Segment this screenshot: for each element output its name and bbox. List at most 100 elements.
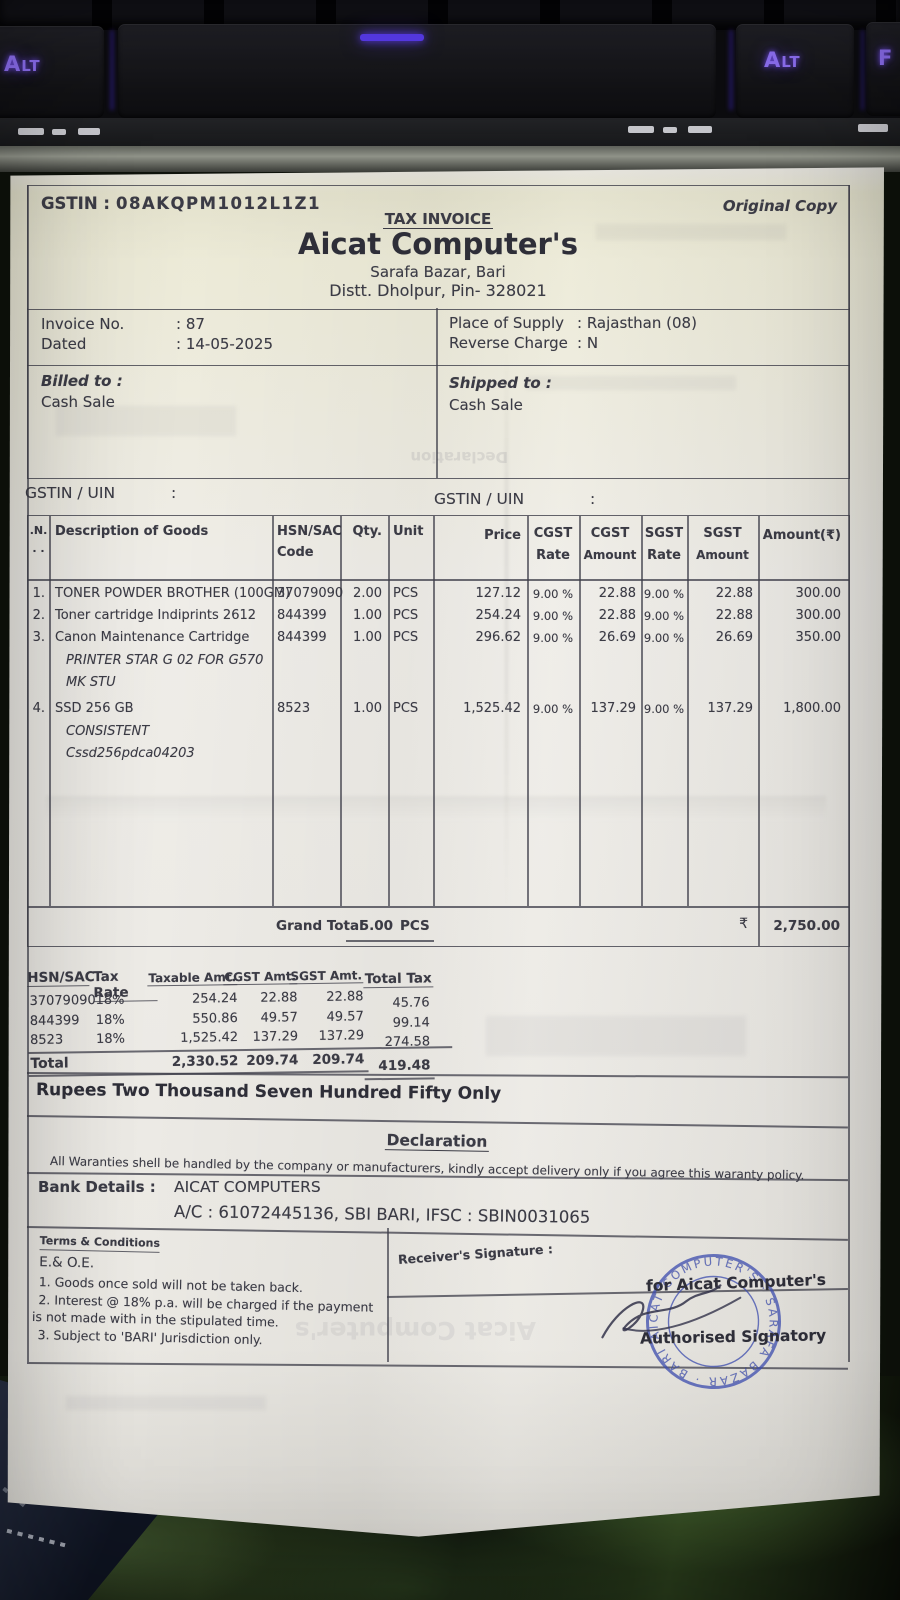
item-sgst-amt: 137.29 [707, 701, 754, 716]
item-unit: PCS [393, 608, 419, 623]
tax-row-rate: 18% [95, 1012, 125, 1029]
billed-to-label: Billed to : [41, 372, 123, 390]
company-name: Aicat Computer's [298, 227, 578, 261]
col-header-unit: Unit [393, 524, 424, 539]
item-amount: 300.00 [795, 608, 842, 623]
item-qty: 1.00 [353, 701, 382, 716]
reflection-glint [52, 129, 66, 135]
col-header-sgst-rate2: Rate [647, 548, 681, 563]
item-cgst-amt: 137.29 [590, 701, 637, 716]
item-sgst-rate: 9.00 % [643, 609, 685, 623]
receiver-signature-label: Receiver's Signature : [397, 1241, 554, 1267]
dated-value: : 14-05-2025 [176, 335, 273, 353]
spacebar-backlight-dash [360, 34, 424, 41]
item-hsn: 37079090 [277, 586, 344, 601]
tax-row-sgst: 22.88 [326, 989, 364, 1005]
gstin-uin-left-label: GSTIN / UIN [25, 484, 116, 502]
item-unit: PCS [393, 586, 419, 601]
shipped-to-value: Cash Sale [449, 396, 523, 414]
column-line [687, 516, 689, 906]
header-box: GSTIN : 08AKQPM1012L1Z1 Original Copy TA… [27, 185, 850, 310]
item-description: Toner cartridge Indiprints 2612 [55, 608, 257, 623]
terms-eoe: E.& O.E. [39, 1254, 95, 1272]
gstin-uin-right-colon: : [590, 490, 596, 508]
item-hsn: 844399 [277, 608, 327, 623]
tax-row-hsn: 37079090 [29, 993, 96, 1009]
item-cgst-amt: 22.88 [598, 586, 636, 601]
grand-total-qty: 5.00 [359, 918, 393, 934]
item-sn: 4. [32, 701, 45, 716]
backlight-gap [110, 30, 114, 110]
invoice-meta-box: Invoice No. : 87 Dated : 14-05-2025 Plac… [27, 308, 850, 366]
col-header-hsn2: Code [277, 545, 314, 560]
column-line [433, 516, 435, 906]
column-line [579, 516, 581, 906]
items-table: .N. . . Description of Goods HSN/SAC Cod… [27, 515, 850, 947]
place-of-supply-value: : Rajasthan (08) [577, 314, 697, 332]
tax-row-totaltax: 45.76 [392, 995, 430, 1011]
item-price: 254.24 [475, 608, 522, 623]
billed-to-value: Cash Sale [41, 393, 115, 411]
item-amount: 350.00 [795, 630, 842, 645]
tax-row-rate: 18% [95, 1031, 126, 1048]
item-cgst-amt: 26.69 [598, 630, 636, 645]
tax-row-cgst: 49.57 [260, 1010, 298, 1026]
item-hsn: 844399 [277, 630, 327, 645]
alt-key-left-label: Alt [4, 52, 41, 76]
border-line [848, 185, 850, 1362]
terms-item: 3. Subject to 'BARI' Jurisdiction only. [37, 1327, 263, 1348]
item-description: SSD 256 GB [55, 701, 134, 716]
tax-total-cgst: 209.74 [246, 1052, 299, 1069]
col-header-sgst-amount: SGST [703, 526, 742, 541]
divider-line [436, 365, 438, 478]
tax-header-sgst: SGST Amt. [289, 968, 364, 985]
reflection-glint [663, 127, 677, 133]
col-header-sn: .N. [29, 524, 48, 537]
showthrough-smudge [66, 1396, 266, 1410]
column-line [340, 516, 342, 906]
tax-header-total: Total Tax [363, 970, 434, 989]
grand-total-underline [346, 940, 434, 942]
item-sn: 1. [32, 586, 45, 601]
reflection-glint [858, 124, 888, 132]
keyboard-front-bar [0, 146, 900, 172]
col-header-cgst-rate2: Rate [536, 548, 570, 563]
column-line [758, 516, 760, 946]
item-sgst-rate: 9.00 % [643, 702, 685, 716]
reflection-glint [18, 128, 44, 135]
ghost-company-text: Aicat Computer's [294, 1316, 536, 1345]
amount-in-words: Rupees Two Thousand Seven Hundred Fifty … [35, 1079, 502, 1105]
tax-total-sgst: 209.74 [312, 1051, 365, 1069]
column-line [49, 516, 51, 906]
tax-total-totaltax: 419.48 [378, 1057, 431, 1075]
tax-row-cgst: 137.29 [252, 1029, 299, 1045]
alt-key-right: Alt [736, 24, 854, 118]
tax-row-cgst: 22.88 [260, 990, 298, 1006]
item-sn: 3. [32, 630, 45, 645]
terms-title: Terms & Conditions [39, 1234, 161, 1253]
item-amount: 300.00 [795, 586, 842, 601]
item-unit: PCS [393, 701, 419, 716]
shipped-to-label: Shipped to : [449, 374, 552, 392]
gstin-uin-right-label: GSTIN / UIN [434, 490, 525, 508]
item-qty: 2.00 [353, 586, 382, 601]
col-header-cgst-amount2: Amount [583, 548, 637, 562]
col-header-amount: Amount(₹) [762, 528, 841, 543]
item-qty: 1.00 [353, 608, 382, 623]
col-header-cgst-rate: CGST [533, 526, 573, 541]
divider-line [436, 308, 438, 365]
item-unit: PCS [393, 630, 419, 645]
column-line [527, 516, 529, 906]
dated-label: Dated [41, 335, 87, 353]
grand-total-unit: PCS [400, 918, 430, 934]
item-cgst-rate: 9.00 % [532, 702, 574, 716]
col-header-description: Description of Goods [55, 524, 209, 539]
gstin-label: GSTIN : [41, 194, 110, 213]
authorised-signatory-label: Authorised Signatory [639, 1326, 827, 1348]
invoice-no-label: Invoice No. [41, 315, 125, 333]
terms-item: is not made with in the stipulated time. [31, 1308, 279, 1330]
item-sgst-rate: 9.00 % [643, 631, 685, 645]
company-address-line2: Distt. Dholpur, Pin- 328021 [329, 281, 547, 300]
reverse-charge-label: Reverse Charge [449, 334, 568, 352]
tax-row-rate: 18% [95, 992, 125, 1009]
